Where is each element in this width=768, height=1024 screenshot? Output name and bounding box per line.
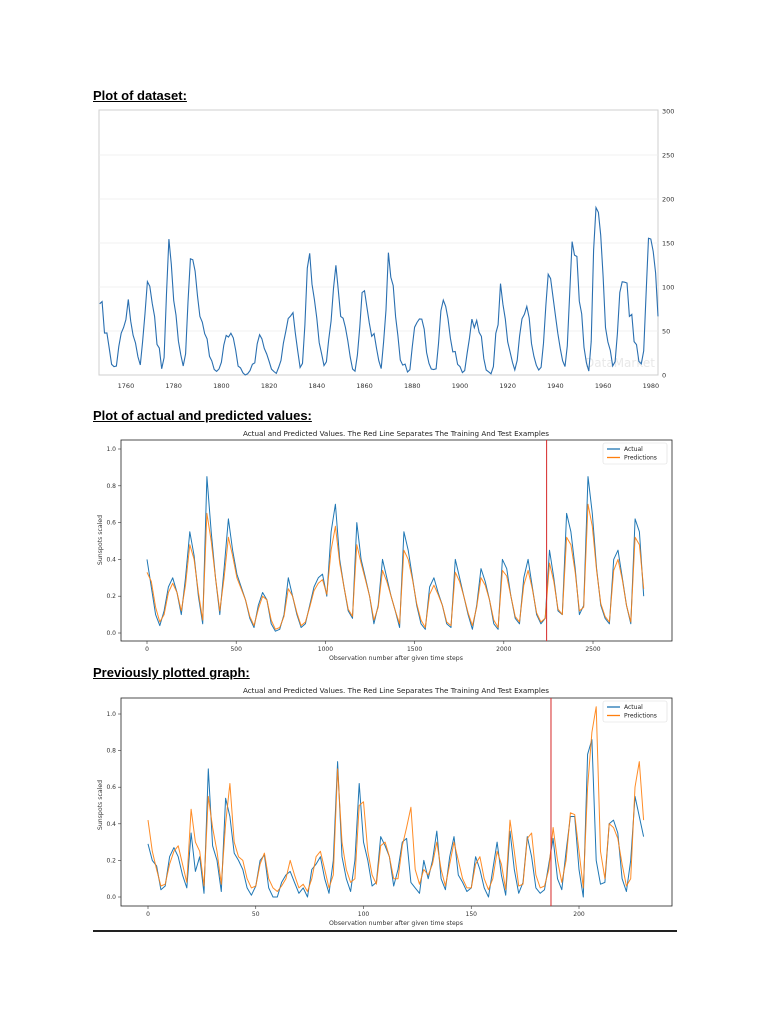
- chart-title: Actual and Predicted Values. The Red Lin…: [243, 429, 549, 438]
- y-tick-label: 100: [662, 284, 674, 292]
- x-tick-label: 1800: [213, 382, 230, 390]
- y-tick-label: 250: [662, 152, 674, 160]
- x-tick-label: 1820: [261, 382, 278, 390]
- x-tick-label: 0: [145, 646, 149, 653]
- x-axis-label: Observation number after given time step…: [329, 655, 463, 662]
- x-tick-label: 1840: [309, 382, 326, 390]
- x-tick-label: 1000: [318, 646, 333, 653]
- previous-chart: Actual and Predicted Values. The Red Lin…: [97, 686, 673, 927]
- x-tick-label: 100: [358, 911, 370, 918]
- legend-box: [602, 442, 668, 465]
- x-tick-label: 1860: [356, 382, 373, 390]
- heading-previously-plotted: Previously plotted graph:: [93, 665, 250, 680]
- y-axis-label: Sunspots scaled: [97, 780, 104, 830]
- predictions-series-line: [147, 706, 645, 892]
- actual-predicted-chart: Actual and Predicted Values. The Red Lin…: [97, 429, 673, 662]
- y-tick-label: 0.2: [106, 593, 116, 600]
- heading-plot-of-dataset: Plot of dataset:: [93, 88, 187, 103]
- y-tick-label: 1.0: [106, 711, 116, 718]
- chart-title: Actual and Predicted Values. The Red Lin…: [243, 686, 549, 695]
- dataset-chart: DataMarket 0 50 100 150 200 250 300 1760 1780 180…: [98, 108, 674, 390]
- x-tick-label: 2500: [585, 646, 600, 653]
- sunspot-series-line: [99, 205, 659, 376]
- heading-actual-predicted: Plot of actual and predicted values:: [93, 408, 312, 423]
- y-tick-label: 0.6: [106, 784, 116, 791]
- y-tick-label: 0.8: [106, 483, 116, 490]
- x-tick-label: 1900: [452, 382, 469, 390]
- x-tick-label: 50: [252, 911, 260, 918]
- x-tick-label: 1920: [499, 382, 516, 390]
- actual-series-line: [147, 739, 645, 898]
- y-tick-label: 0: [662, 372, 666, 380]
- y-tick-label: 50: [662, 328, 670, 336]
- legend-label: Actual: [624, 446, 643, 453]
- x-tick-label: 150: [466, 911, 478, 918]
- x-tick-label: 1780: [165, 382, 182, 390]
- y-axis-label: Sunspots scaled: [97, 515, 104, 565]
- y-tick-label: 0.4: [106, 821, 116, 828]
- plot-area: [120, 697, 673, 907]
- x-tick-label: 1760: [118, 382, 135, 390]
- horizontal-rule: [93, 930, 677, 932]
- x-tick-label: 1940: [547, 382, 564, 390]
- legend-box: [602, 700, 668, 723]
- x-tick-label: 2000: [496, 646, 511, 653]
- x-axis-label: Observation number after given time step…: [329, 920, 463, 927]
- legend-label: Predictions: [624, 713, 657, 720]
- predictions-series-line: [146, 503, 645, 630]
- y-tick-label: 150: [662, 240, 674, 248]
- y-tick-label: 0.0: [106, 894, 116, 901]
- y-tick-label: 0.6: [106, 520, 116, 527]
- y-tick-label: 0.4: [106, 556, 116, 563]
- y-tick-label: 1.0: [106, 446, 116, 453]
- x-tick-label: 1880: [404, 382, 421, 390]
- y-tick-label: 0.0: [106, 630, 116, 637]
- y-tick-label: 200: [662, 196, 674, 204]
- y-tick-label: 0.8: [106, 748, 116, 755]
- legend-label: Predictions: [624, 455, 657, 462]
- legend-label: Actual: [624, 704, 643, 711]
- x-tick-label: 1500: [407, 646, 422, 653]
- datamarket-watermark: DataMarket: [585, 356, 655, 370]
- x-tick-label: 1980: [643, 382, 660, 390]
- y-tick-label: 0.2: [106, 857, 116, 864]
- plot-area: [120, 439, 673, 642]
- x-tick-label: 0: [146, 911, 150, 918]
- x-tick-label: 500: [230, 646, 242, 653]
- y-tick-label: 300: [662, 108, 674, 116]
- x-tick-label: 200: [573, 911, 585, 918]
- x-tick-label: 1960: [595, 382, 612, 390]
- dataset-plot-area: [98, 109, 659, 376]
